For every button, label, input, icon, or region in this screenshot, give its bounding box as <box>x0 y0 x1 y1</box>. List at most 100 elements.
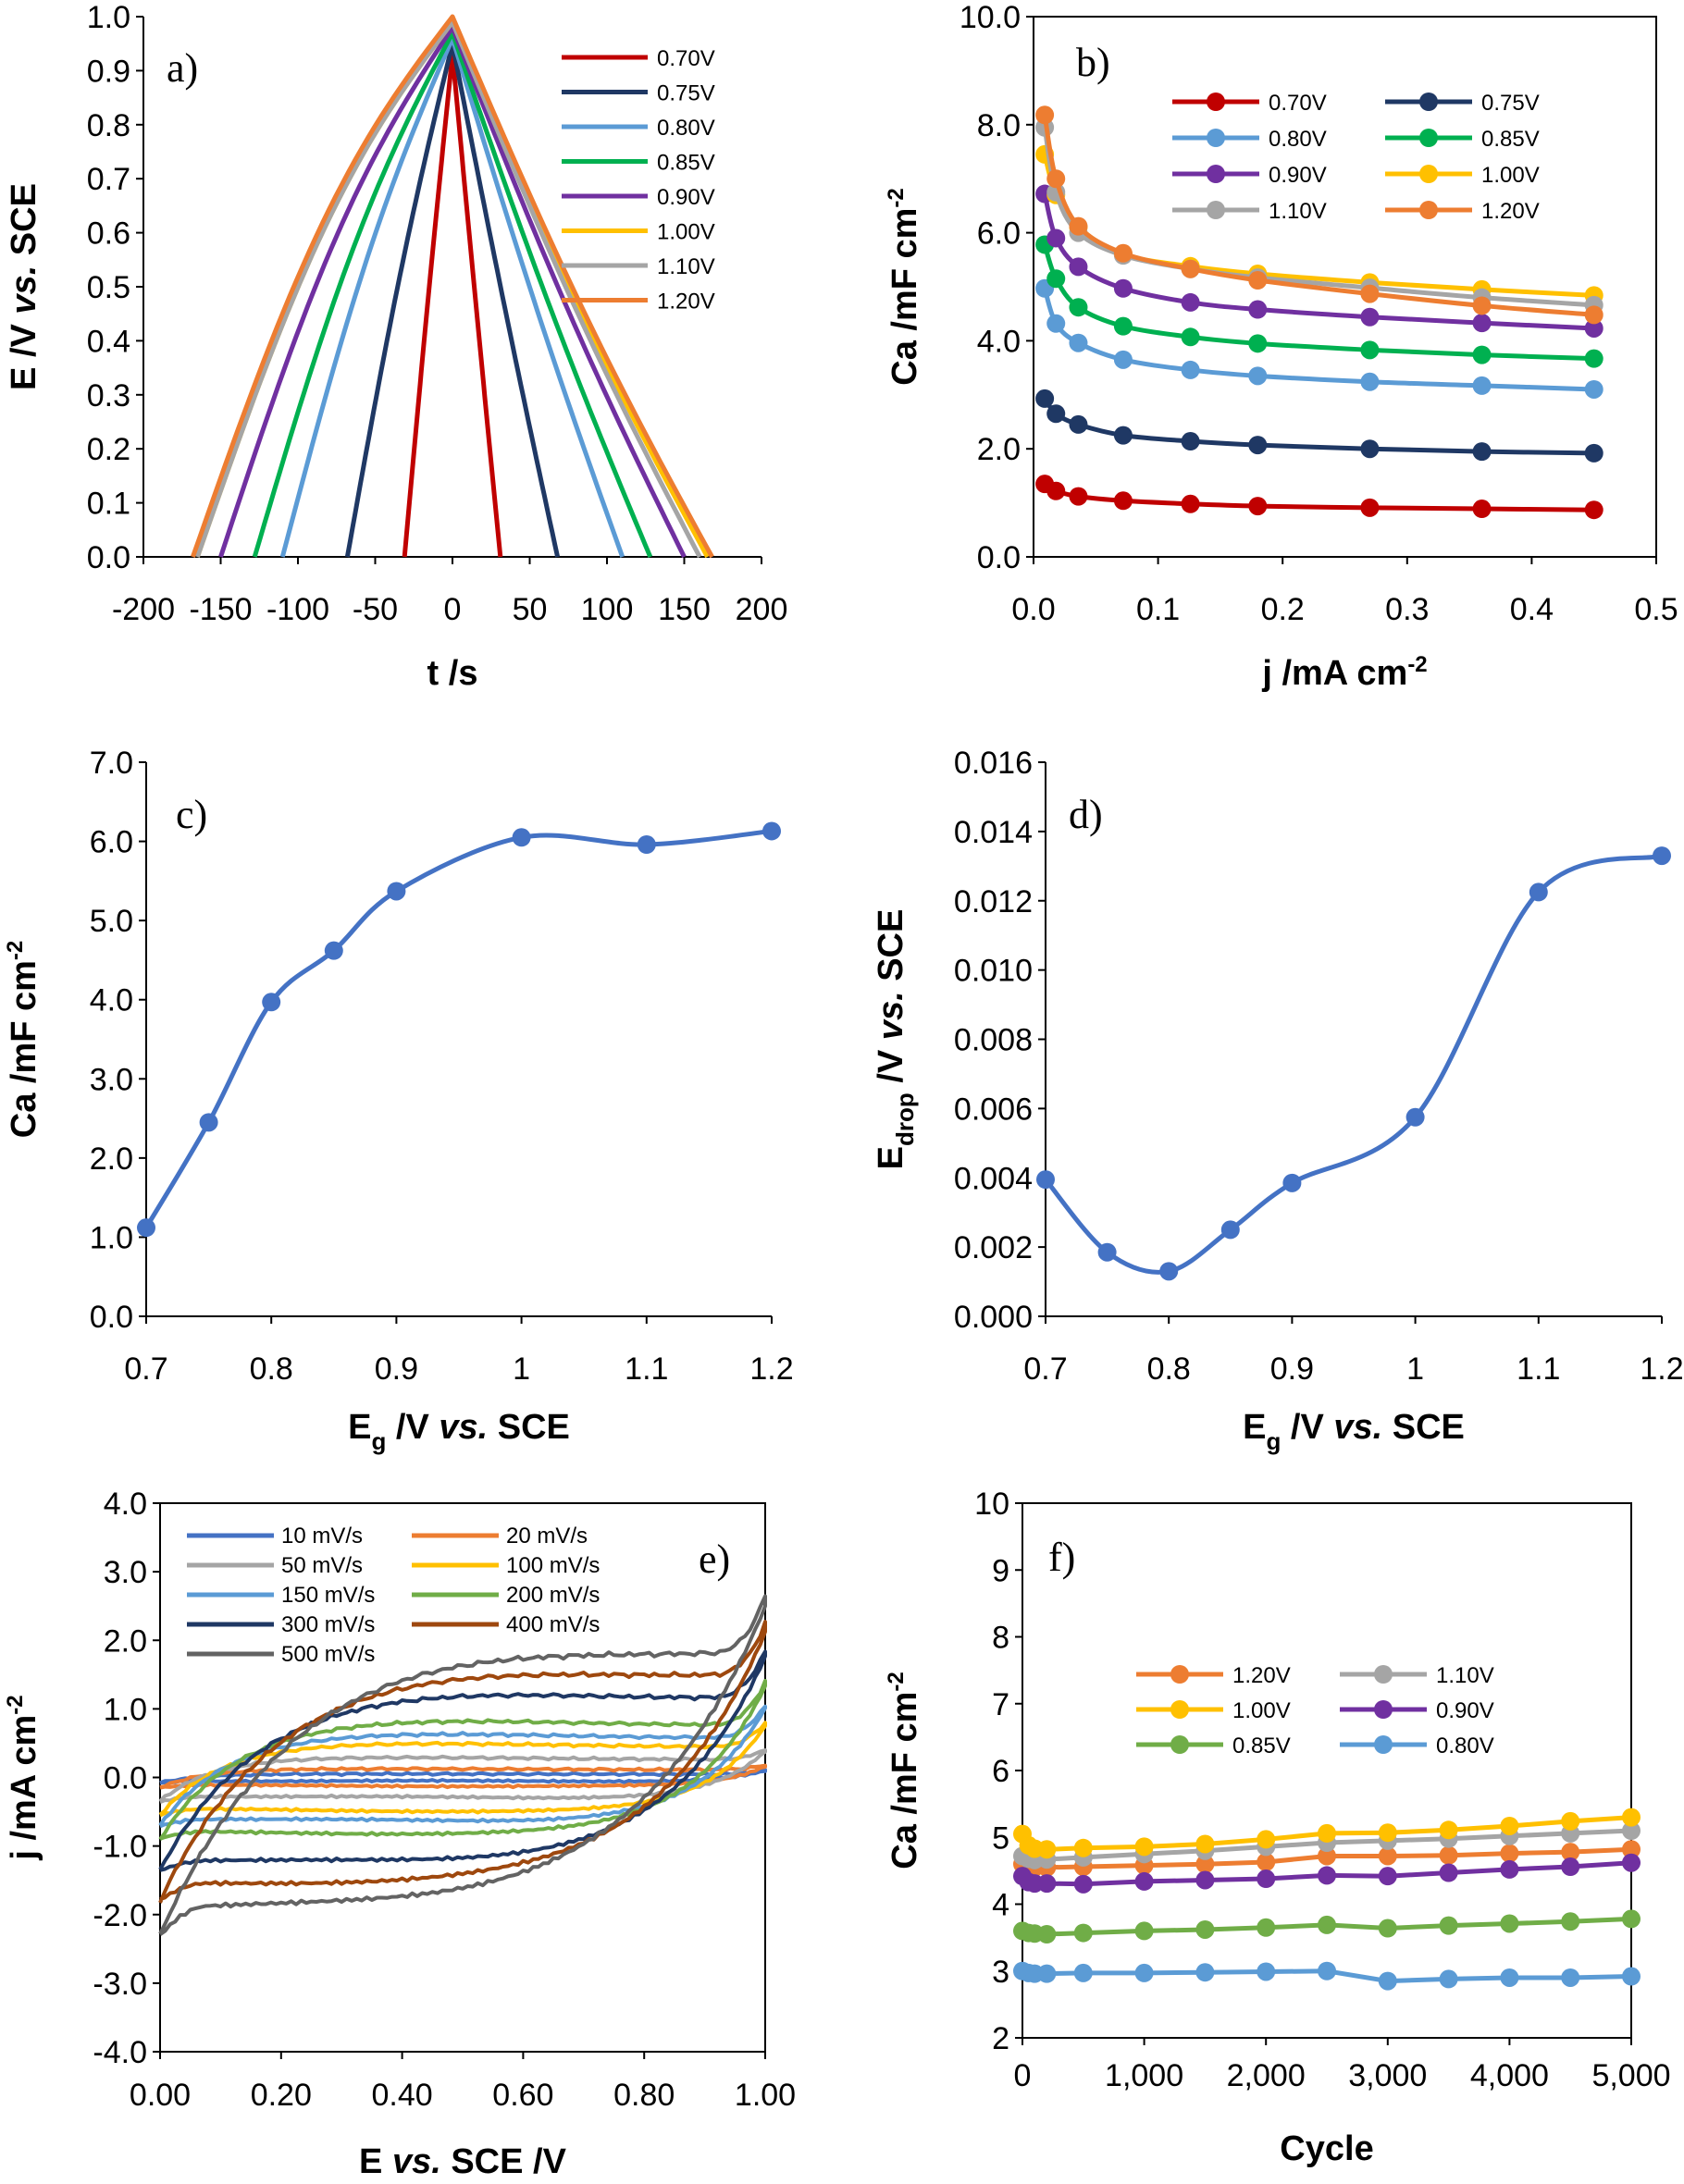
y-tick-label: 9 <box>992 1553 1009 1588</box>
x-tick-label: 0.2 <box>1261 592 1305 627</box>
legend-label: 100 mV/s <box>506 1553 600 1578</box>
data-point-0.85V <box>1073 1923 1093 1943</box>
x-axis-title-part: /V <box>1281 1408 1333 1447</box>
x-tick-label: 1.2 <box>1640 1351 1683 1387</box>
x-tick-label: -200 <box>112 592 175 627</box>
x-tick-label: 0.5 <box>1634 592 1678 627</box>
data-point-0.80V <box>1439 1969 1458 1989</box>
legend-label: 200 mV/s <box>506 1583 600 1608</box>
data-point-0.75V <box>1069 414 1088 434</box>
y-axis-title-part: SCE <box>5 183 43 265</box>
panel-label: f) <box>1048 1535 1075 1580</box>
legend-label: 10 mV/s <box>281 1524 363 1549</box>
plot-frame <box>1033 16 1657 558</box>
panel-d: 0.000 0.002 0.004 0.006 0.008 0.010 0.012 0.014… <box>872 746 1684 1455</box>
y-axis-title-part: E /V <box>5 315 43 390</box>
data-point-1.20V <box>1181 259 1200 278</box>
legend-marker <box>1419 129 1438 147</box>
data-point-1.20V <box>1248 270 1268 290</box>
data-point-0.90V <box>1134 1871 1154 1891</box>
data-point-0.90V <box>1069 257 1088 277</box>
data-point-0.75V <box>1113 426 1133 445</box>
x-tick-label: 0.0 <box>1011 592 1055 627</box>
data-point-0.85V <box>1622 1909 1641 1929</box>
y-axis-title: Edrop /V vs. SCE <box>872 909 919 1170</box>
y-axis-title-part: Ca /mF cm <box>885 208 924 386</box>
y-tick-label: -4.0 <box>93 2035 147 2070</box>
x-tick-label: 0.9 <box>1270 1351 1314 1387</box>
data-point-0.85V <box>1248 334 1268 353</box>
data-point-1.20V <box>1195 1855 1215 1874</box>
data-point-1.00V <box>1439 1820 1458 1840</box>
data-point-0.90V <box>1561 1857 1580 1877</box>
x-tick-label: 1,000 <box>1105 2058 1183 2093</box>
y-tick-label: 0.0 <box>90 1300 133 1335</box>
x-axis-title-part: g <box>1266 1427 1281 1455</box>
y-axis-title: Ca /mF cm-2 <box>884 1672 924 1869</box>
series-line-150 mV/s <box>158 1704 767 1829</box>
x-tick-label: 0.3 <box>1385 592 1429 627</box>
y-tick-label: 0.1 <box>87 487 130 522</box>
legend-label: 0.90V <box>1436 1698 1494 1723</box>
y-tick-label: 10.0 <box>960 0 1021 35</box>
x-tick-label: 0.8 <box>1147 1351 1191 1387</box>
x-tick-label: 100 <box>581 592 634 627</box>
data-point-0.85V <box>1584 349 1604 368</box>
y-tick-label: 0.4 <box>87 324 130 359</box>
x-axis-title-part: SCE <box>488 1408 570 1447</box>
y-tick-label: 0.0 <box>977 540 1021 575</box>
series-line-300 mV/s <box>158 1649 767 1872</box>
data-point <box>1282 1173 1302 1192</box>
y-tick-label: 0.004 <box>954 1161 1033 1196</box>
y-tick-label: 0.5 <box>87 270 130 305</box>
data-point-0.90V <box>1584 318 1604 338</box>
data-point-0.80V <box>1073 1963 1093 1982</box>
data-point <box>1653 846 1671 866</box>
data-point-0.90V <box>1472 314 1492 333</box>
legend-marker <box>1374 1735 1393 1754</box>
data-point-0.80V <box>1257 1962 1276 1981</box>
x-axis-title-part: g <box>371 1427 386 1455</box>
panel-b: 0.0 2.0 4.0 6.0 8.0 10.0 0.0 0.1 0.2 0.3 0.4 0.5 0.7… <box>884 0 1678 693</box>
data-point-0.80V <box>1113 350 1133 369</box>
legend-label: 1.00V <box>1232 1698 1291 1723</box>
legend-label: 0.75V <box>657 81 715 106</box>
data-point-0.75V <box>1248 436 1268 455</box>
data-point-0.90V <box>1257 1869 1276 1889</box>
data-point-1.20V <box>1046 169 1066 189</box>
series-line-200 mV/s <box>158 1678 767 1841</box>
data-point-0.85V <box>1181 327 1200 347</box>
data-point-0.70V <box>1181 494 1200 513</box>
data-point <box>1159 1262 1179 1281</box>
data-point-0.90V <box>1318 1866 1336 1885</box>
legend: 10 mV/s 20 mV/s 50 mV/s 100 mV/s 150 mV/s 200… <box>187 1524 600 1667</box>
data-point-0.85V <box>1360 340 1380 360</box>
data-point-0.80V <box>1318 1961 1336 1980</box>
y-axis-title-part: vs. <box>5 265 43 315</box>
data-point-1.20V <box>1622 1840 1641 1859</box>
y-tick-label: -2.0 <box>93 1898 147 1933</box>
legend-label: 1.10V <box>657 254 715 279</box>
x-tick-label: 1.1 <box>1517 1351 1560 1387</box>
data-point <box>762 821 781 841</box>
y-tick-label: 1.0 <box>90 1220 133 1255</box>
data-point-0.90V <box>1378 1867 1397 1886</box>
x-tick-label: 0.9 <box>375 1351 418 1387</box>
x-tick-label: 3,000 <box>1348 2058 1427 2093</box>
data-point-0.90V <box>1360 307 1380 327</box>
legend: 0.70V 0.75V 0.80V 0.85V 0.90V 1.00V 1.10V 1.20V <box>562 46 715 315</box>
y-tick-label: 8.0 <box>977 108 1021 143</box>
legend-label: 0.80V <box>1269 127 1327 152</box>
data-point-0.80V <box>1360 372 1380 391</box>
x-axis-title: E vs. SCE /V <box>359 2142 567 2181</box>
y-tick-label: 6.0 <box>977 216 1021 252</box>
y-axis-title: Ca /mF cm-2 <box>3 941 43 1139</box>
x-tick-label: 0 <box>1014 2058 1032 2093</box>
panel-a: 0.0 0.1 0.2 0.3 0.4 0.5 0.6 0.7 0.8 0.9 1.0 -200 -15… <box>5 0 787 693</box>
data-point-0.85V <box>1037 1925 1057 1944</box>
y-tick-label: 4 <box>992 1888 1009 1923</box>
legend-label: 500 mV/s <box>281 1642 375 1667</box>
data-point-0.70V <box>1472 500 1492 519</box>
data-point-0.75V <box>1472 442 1492 462</box>
y-tick-label: 0.3 <box>87 378 130 413</box>
